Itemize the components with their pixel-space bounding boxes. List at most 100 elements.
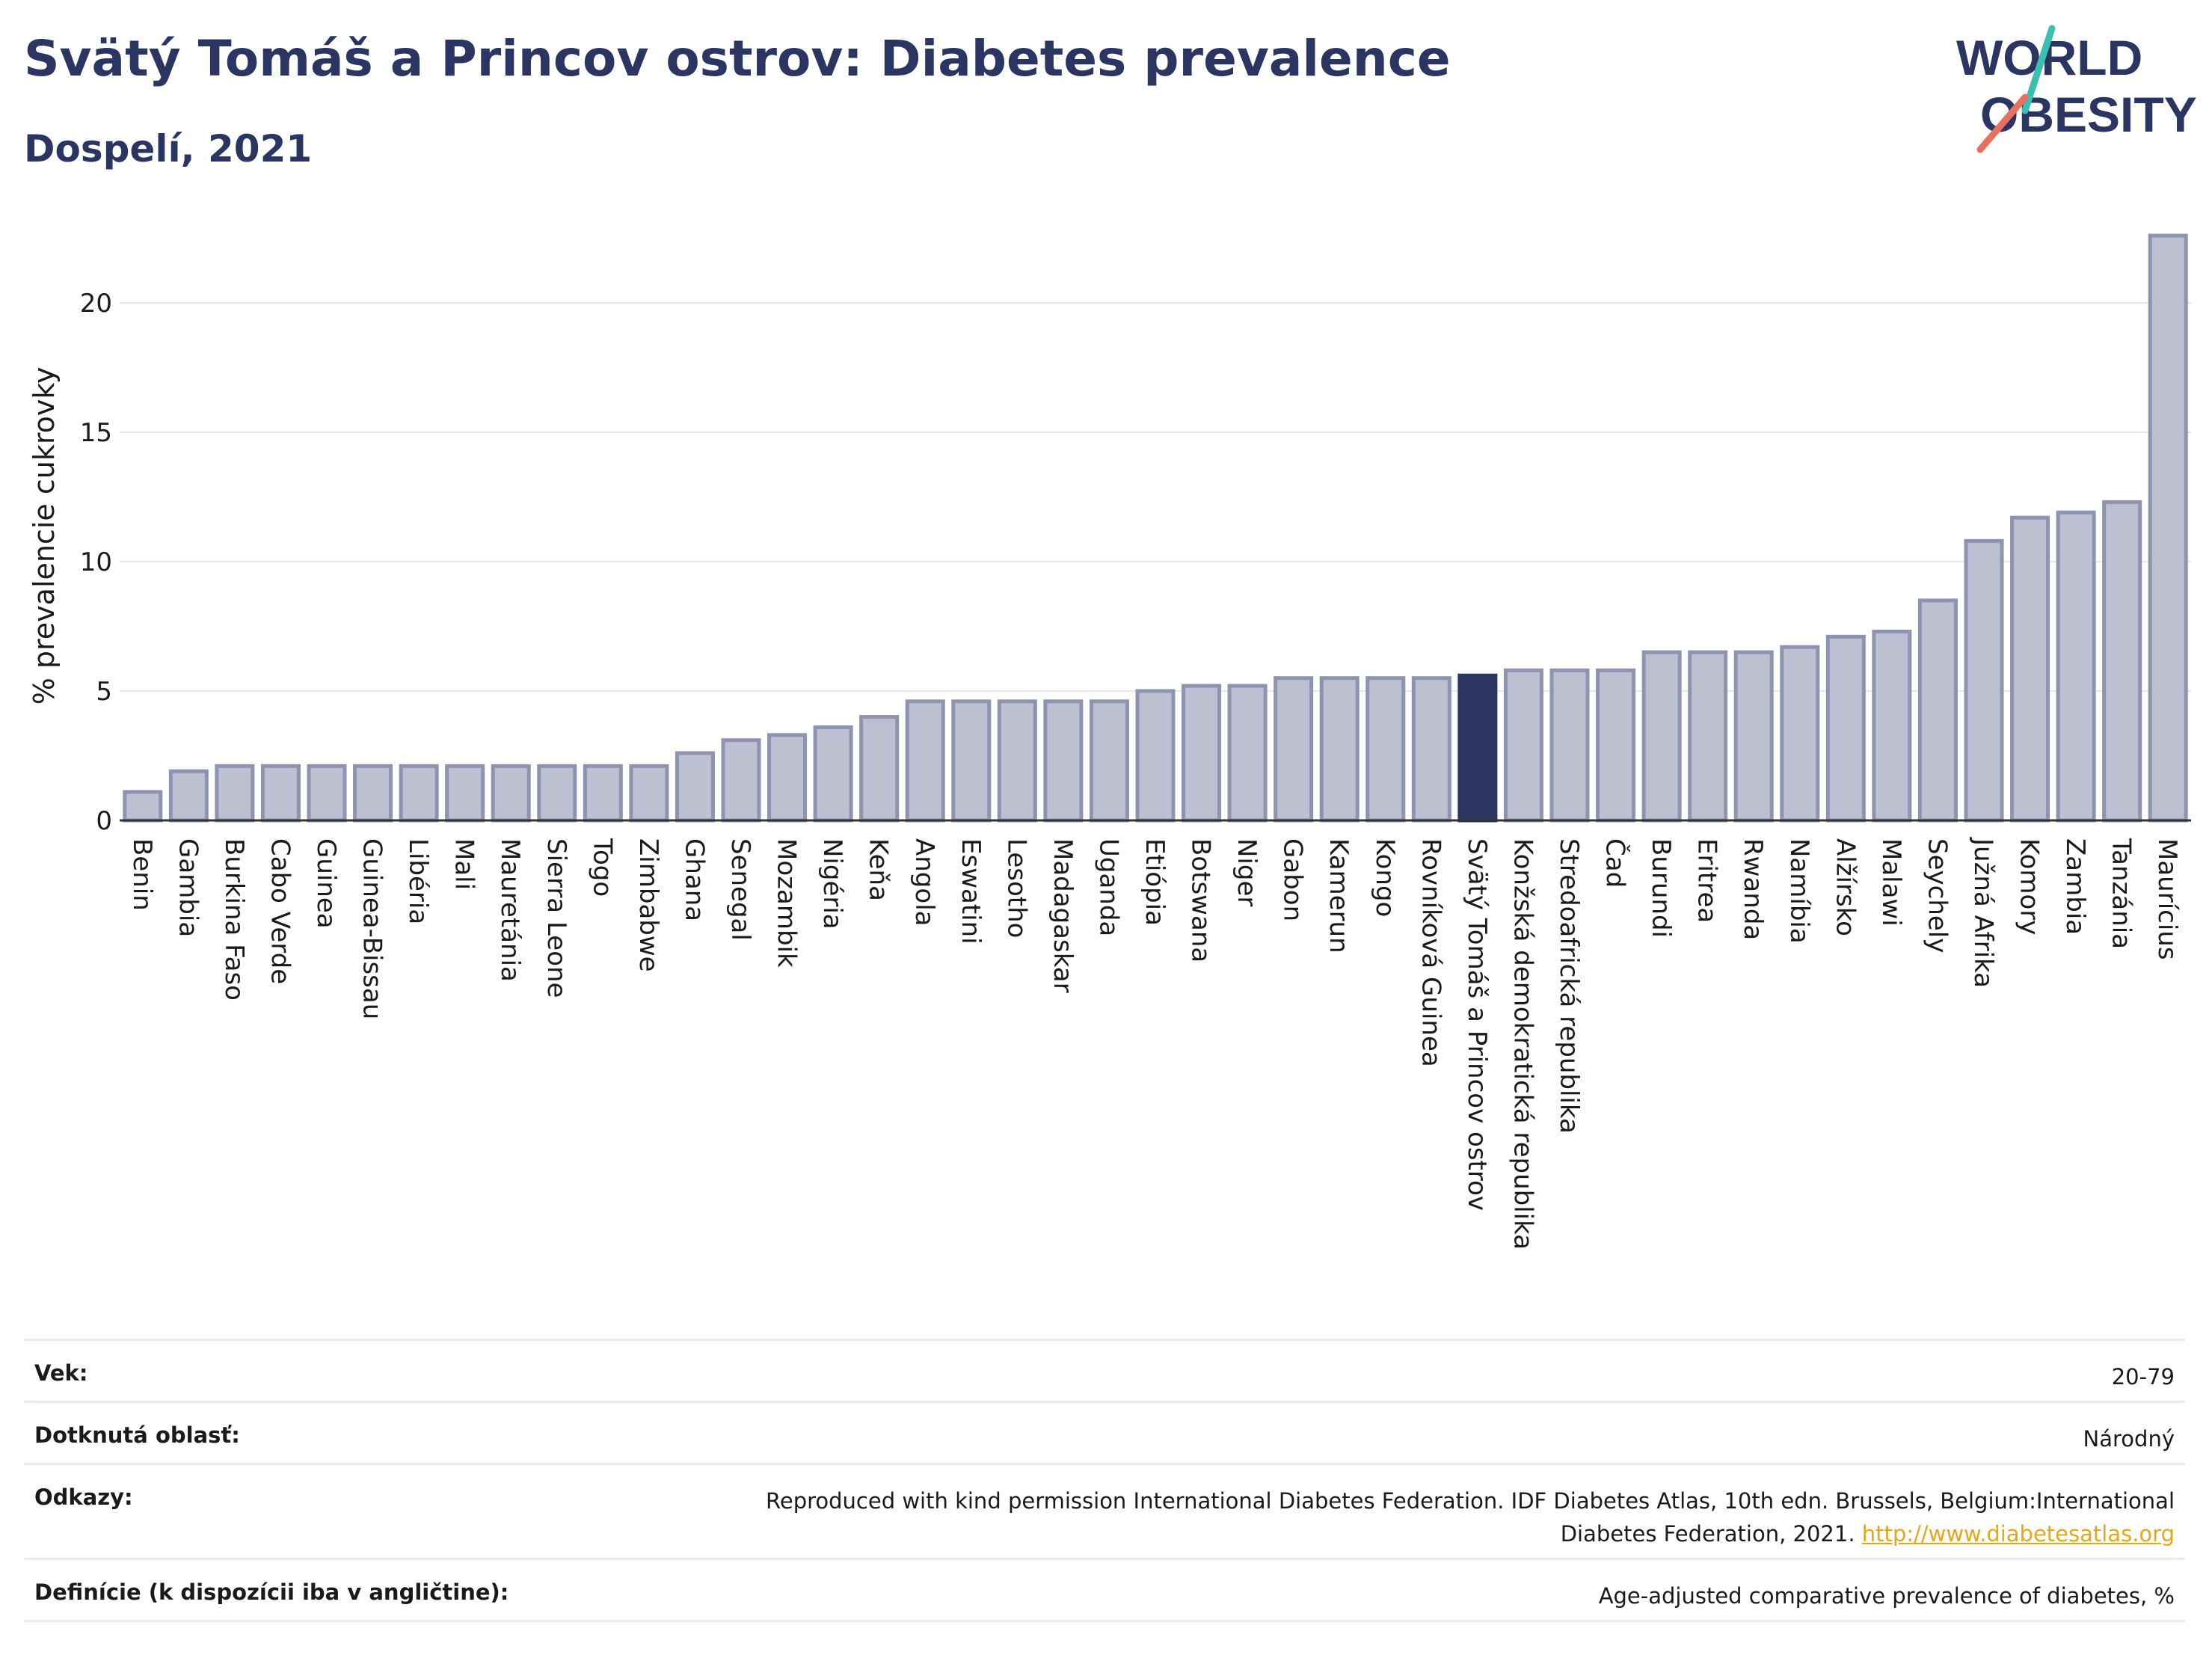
x-tick-label: Burkina Faso (219, 838, 249, 1001)
page-subtitle: Dospelí, 2021 (24, 127, 313, 171)
bar (353, 764, 393, 823)
x-tick-label: Tanzánia (2107, 838, 2136, 949)
page-title: Svätý Tomáš a Princov ostrov: Diabetes p… (24, 30, 1451, 87)
bar (168, 769, 209, 823)
bar (123, 790, 163, 823)
bar (583, 764, 623, 823)
x-tick-label: Stredoafrická republika (1554, 838, 1584, 1134)
bar (1825, 634, 1866, 823)
bar (767, 733, 808, 823)
x-tick-label: Južná Afrika (1968, 837, 1998, 988)
x-tick-label: Guinea-Bissau (357, 838, 387, 1019)
x-tick-label: Libéria (403, 838, 433, 924)
bar (445, 764, 485, 823)
x-tick-label: Senegal (725, 838, 755, 941)
bar (537, 764, 577, 823)
bar (675, 751, 715, 823)
bar (1780, 645, 1820, 823)
info-value: Reproduced with kind permission Internat… (766, 1465, 2175, 1550)
bar (307, 764, 347, 823)
reference-link[interactable]: http://www.diabetesatlas.org (1861, 1521, 2175, 1547)
info-row-definition: Definície (k dispozícii iba v angličtine… (24, 1558, 2185, 1622)
x-tick-label: Botswana (1186, 838, 1216, 962)
info-label: Vek: (34, 1360, 88, 1386)
reference-text-2: Diabetes Federation, 2021. (1560, 1521, 1855, 1547)
x-tick-label: Lesotho (1001, 838, 1031, 938)
x-tick-label: Mozambik (772, 838, 802, 968)
x-tick-label: Eswatini (956, 838, 986, 945)
bar (1043, 699, 1084, 823)
bar (399, 764, 439, 823)
x-tick-label: Alžírsko (1830, 838, 1860, 936)
bar (1872, 629, 1912, 823)
bar-chart: 0 5 10 15 20 % prevalencie cukrovky Benin Gambi… (28, 233, 2191, 1250)
info-row-references: Odkazy: Reproduced with kind permission … (24, 1463, 2185, 1558)
x-tick-label: Togo (587, 838, 617, 897)
reference-text: Reproduced with kind permission Internat… (766, 1488, 2175, 1514)
bar (1135, 689, 1176, 823)
x-tick-label: Mali (449, 838, 479, 890)
bar (1733, 650, 1774, 823)
bar (1089, 699, 1129, 823)
bar (1319, 676, 1360, 823)
logo-text-obesity: OBESITY (1980, 87, 2197, 142)
bar (2010, 515, 2050, 823)
x-tick-label: Svätý Tomáš a Princov ostrov (1462, 838, 1492, 1211)
info-row-area: Dotknutá oblasť: Národný (24, 1401, 2185, 1463)
bar (905, 699, 945, 823)
x-tick-label: Zimbabwe (633, 838, 663, 972)
info-row-age: Vek: 20-79 (24, 1339, 2185, 1401)
x-tick-label: Seychely (1922, 838, 1952, 953)
bar (215, 764, 255, 823)
bar (1641, 650, 1682, 823)
x-tick-label: Niger (1232, 838, 1262, 906)
x-tick-label: Gabon (1278, 838, 1308, 921)
bar (859, 715, 900, 823)
info-value: Age-adjusted comparative prevalence of d… (1598, 1583, 2175, 1609)
x-tick-label: Čad (1600, 838, 1631, 888)
logo-slash-coral (1976, 93, 2029, 153)
info-label: Odkazy: (34, 1484, 133, 1510)
bar (1227, 684, 1268, 823)
x-tick-label: Sierra Leone (541, 838, 571, 998)
bar (1457, 673, 1498, 823)
x-tick-label: Mauretánia (495, 838, 525, 982)
info-value: Národný (2083, 1426, 2175, 1452)
x-tick-label: Uganda (1093, 838, 1123, 936)
x-tick-label: Keňa (864, 838, 894, 901)
y-tick-label: 15 (80, 418, 112, 448)
bar (1688, 650, 1728, 823)
x-tick-label: Komory (2015, 838, 2044, 935)
bar (260, 764, 301, 823)
y-axis-label: % prevalencie cukrovky (28, 366, 61, 704)
world-obesity-logo: WORLD OBESITY (1956, 25, 2197, 153)
x-tick-label: Guinea (311, 838, 341, 929)
x-tick-label: Nigéria (817, 838, 847, 930)
info-table: Vek: 20-79 Dotknutá oblasť: Národný Odka… (24, 1339, 2185, 1622)
bar (1274, 676, 1314, 823)
x-tick-label: Benin (127, 838, 157, 911)
bar (1596, 668, 1636, 823)
x-tick-label: Kamerun (1324, 838, 1354, 954)
x-tick-label: Konžská demokratická republika (1508, 838, 1537, 1250)
bar (1549, 668, 1590, 823)
x-tick-label: Eritrea (1692, 838, 1722, 923)
info-value: 20-79 (2111, 1364, 2175, 1390)
y-tick-label: 20 (80, 289, 112, 319)
x-tick-label: Gambia (173, 838, 203, 937)
x-tick-label: Ghana (679, 838, 709, 921)
y-tick-label: 10 (80, 547, 112, 577)
bar (2056, 510, 2096, 823)
info-label: Dotknutá oblasť: (34, 1422, 240, 1448)
bar (2102, 500, 2142, 823)
x-tick-label: Madagaskar (1048, 838, 1078, 993)
x-tick-label: Kongo (1370, 838, 1400, 917)
bar (1365, 676, 1406, 823)
x-tick-label: Cabo Verde (265, 838, 295, 984)
bar (491, 764, 531, 823)
bar (629, 764, 669, 823)
x-tick-label: Maurícius (2152, 838, 2182, 960)
bar (997, 699, 1037, 823)
x-tick-label: Angola (909, 838, 939, 926)
x-tick-label: Malawi (1876, 838, 1906, 927)
